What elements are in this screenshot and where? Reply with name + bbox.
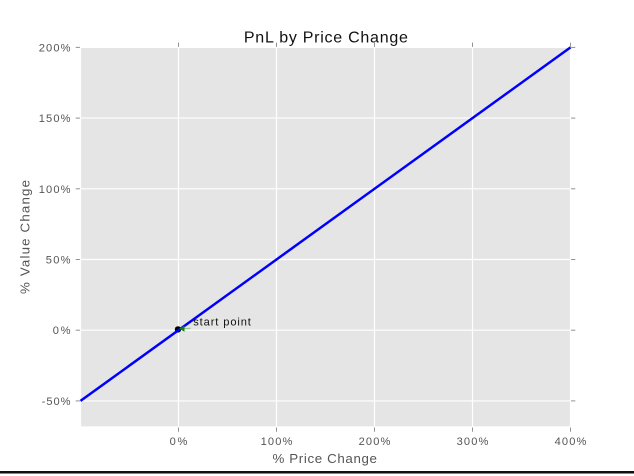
svg-text:50%: 50%: [46, 255, 71, 267]
svg-text:300%: 300%: [457, 436, 489, 448]
svg-text:200%: 200%: [39, 42, 71, 54]
svg-text:0%: 0%: [170, 436, 188, 448]
svg-text:% Value Change: % Value Change: [17, 180, 32, 294]
svg-text:% Price Change: % Price Change: [272, 451, 377, 466]
svg-text:0%: 0%: [53, 325, 71, 337]
svg-text:100%: 100%: [39, 184, 71, 196]
svg-text:150%: 150%: [39, 113, 71, 125]
svg-text:-50%: -50%: [42, 396, 71, 408]
svg-text:400%: 400%: [555, 436, 587, 448]
svg-text:200%: 200%: [359, 436, 391, 448]
svg-text:100%: 100%: [261, 436, 293, 448]
svg-text:start point: start point: [193, 316, 251, 328]
svg-text:PnL by Price Change: PnL by Price Change: [244, 30, 408, 47]
